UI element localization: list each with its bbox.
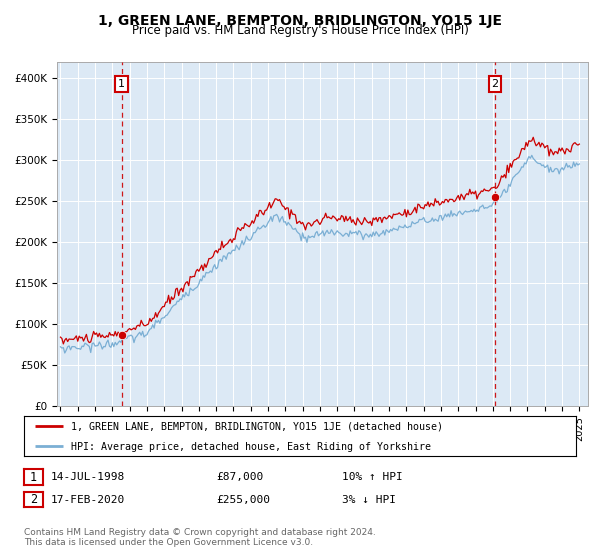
- Text: 1: 1: [30, 470, 37, 484]
- Text: 1, GREEN LANE, BEMPTON, BRIDLINGTON, YO15 1JE (detached house): 1, GREEN LANE, BEMPTON, BRIDLINGTON, YO1…: [71, 422, 443, 432]
- Text: £87,000: £87,000: [216, 472, 263, 482]
- Text: 2: 2: [30, 493, 37, 506]
- Text: 1, GREEN LANE, BEMPTON, BRIDLINGTON, YO15 1JE: 1, GREEN LANE, BEMPTON, BRIDLINGTON, YO1…: [98, 14, 502, 28]
- Text: 2: 2: [491, 79, 499, 88]
- Text: 14-JUL-1998: 14-JUL-1998: [51, 472, 125, 482]
- Text: 10% ↑ HPI: 10% ↑ HPI: [342, 472, 403, 482]
- Text: 3% ↓ HPI: 3% ↓ HPI: [342, 494, 396, 505]
- Text: Contains HM Land Registry data © Crown copyright and database right 2024.
This d: Contains HM Land Registry data © Crown c…: [24, 528, 376, 547]
- Text: 17-FEB-2020: 17-FEB-2020: [51, 494, 125, 505]
- Text: £255,000: £255,000: [216, 494, 270, 505]
- Text: Price paid vs. HM Land Registry's House Price Index (HPI): Price paid vs. HM Land Registry's House …: [131, 24, 469, 37]
- Text: HPI: Average price, detached house, East Riding of Yorkshire: HPI: Average price, detached house, East…: [71, 442, 431, 452]
- Text: 1: 1: [118, 79, 125, 88]
